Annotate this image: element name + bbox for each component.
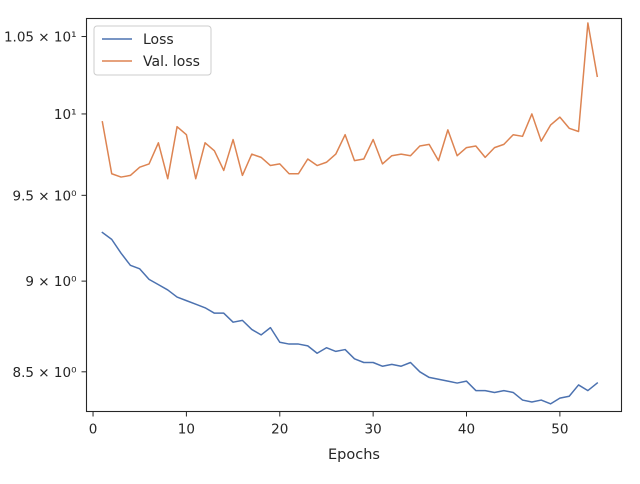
- x-tick-label: 30: [365, 422, 382, 438]
- y-tick-label: 9.5 × 10⁰: [13, 188, 77, 204]
- legend-label: Val. loss: [143, 54, 200, 70]
- y-tick-label: 8.5 × 10⁰: [13, 365, 77, 381]
- plot-frame: [85, 17, 623, 413]
- x-axis: 0 10 20 30 40 50: [89, 411, 568, 438]
- legend: Loss Val. loss: [93, 25, 212, 76]
- series-line-loss: [101, 231, 599, 405]
- x-tick-label: 20: [271, 422, 288, 438]
- x-tick-label: 10: [178, 422, 195, 438]
- series-line-val-loss: [101, 22, 599, 180]
- x-axis-title: Epochs: [328, 447, 380, 463]
- y-tick-label: 9 × 10⁰: [25, 274, 76, 290]
- plot-lines: [101, 22, 599, 405]
- x-tick-label: 0: [89, 422, 98, 438]
- y-axis: 8.5 × 10⁰ 9 × 10⁰ 9.5 × 10⁰ 10¹ 1.05 × 10¹: [4, 30, 87, 381]
- legend-label: Loss: [143, 32, 174, 48]
- y-tick-label: 1.05 × 10¹: [4, 30, 77, 46]
- y-tick-label: 10¹: [54, 107, 77, 123]
- x-tick-label: 50: [551, 422, 568, 438]
- x-tick-label: 40: [458, 422, 475, 438]
